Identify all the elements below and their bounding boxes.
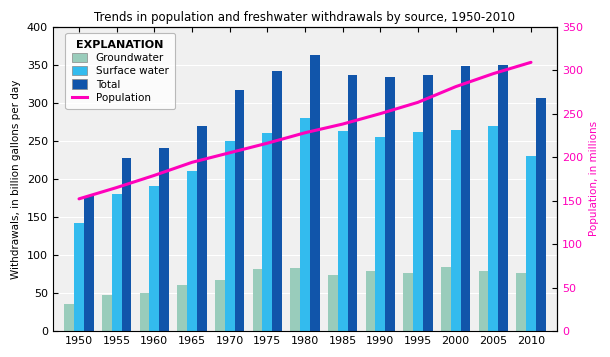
Bar — [536, 98, 546, 331]
Bar — [328, 276, 338, 331]
Bar — [74, 223, 84, 331]
Bar — [423, 75, 432, 331]
Y-axis label: Population, in millions: Population, in millions — [589, 121, 599, 236]
Bar — [413, 132, 423, 331]
Bar — [121, 158, 131, 331]
Bar — [112, 194, 121, 331]
Title: Trends in population and freshwater withdrawals by source, 1950-2010: Trends in population and freshwater with… — [95, 11, 515, 24]
Bar — [498, 65, 508, 331]
Bar — [300, 118, 310, 331]
Bar — [365, 271, 375, 331]
Bar — [451, 130, 461, 331]
Bar — [253, 268, 262, 331]
Bar — [375, 137, 386, 331]
Bar — [461, 66, 470, 331]
Bar — [338, 131, 348, 331]
Bar — [348, 75, 357, 331]
Bar — [215, 280, 224, 331]
Bar — [526, 156, 536, 331]
Bar — [479, 271, 489, 331]
Bar — [140, 293, 149, 331]
Bar — [489, 126, 498, 331]
Bar — [149, 186, 159, 331]
Bar — [84, 196, 94, 331]
Legend: Groundwater, Surface water, Total, Population: Groundwater, Surface water, Total, Popul… — [65, 34, 174, 109]
Bar — [235, 90, 245, 331]
Bar — [310, 55, 320, 331]
Bar — [178, 285, 187, 331]
Bar — [290, 268, 300, 331]
Bar — [197, 126, 207, 331]
Bar — [403, 273, 413, 331]
Bar — [102, 295, 112, 331]
Y-axis label: Withdrawals, in billion gallons per day: Withdrawals, in billion gallons per day — [11, 79, 21, 278]
Bar — [386, 77, 395, 331]
Bar — [224, 141, 235, 331]
Bar — [516, 273, 526, 331]
Bar — [272, 71, 282, 331]
Bar — [187, 171, 197, 331]
Bar — [64, 305, 74, 331]
Bar — [262, 133, 272, 331]
Bar — [159, 149, 169, 331]
Bar — [441, 267, 451, 331]
